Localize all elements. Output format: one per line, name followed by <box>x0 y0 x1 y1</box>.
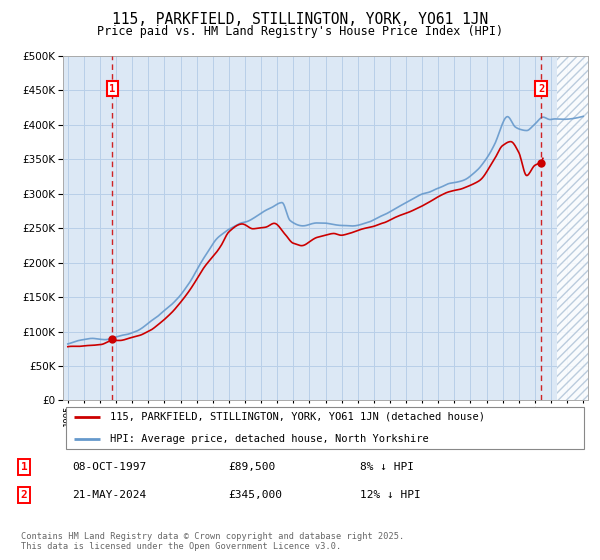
Text: 2: 2 <box>20 490 28 500</box>
Text: 115, PARKFIELD, STILLINGTON, YORK, YO61 1JN: 115, PARKFIELD, STILLINGTON, YORK, YO61 … <box>112 12 488 27</box>
Text: Contains HM Land Registry data © Crown copyright and database right 2025.
This d: Contains HM Land Registry data © Crown c… <box>21 532 404 552</box>
Text: 1: 1 <box>109 83 116 94</box>
Text: 21-MAY-2024: 21-MAY-2024 <box>72 490 146 500</box>
Text: £89,500: £89,500 <box>228 462 275 472</box>
Bar <box>557 56 588 400</box>
Text: 8% ↓ HPI: 8% ↓ HPI <box>360 462 414 472</box>
Text: Price paid vs. HM Land Registry's House Price Index (HPI): Price paid vs. HM Land Registry's House … <box>97 25 503 38</box>
Text: HPI: Average price, detached house, North Yorkshire: HPI: Average price, detached house, Nort… <box>110 434 429 444</box>
Text: £345,000: £345,000 <box>228 490 282 500</box>
Text: 12% ↓ HPI: 12% ↓ HPI <box>360 490 421 500</box>
FancyBboxPatch shape <box>65 407 584 449</box>
Text: 1: 1 <box>20 462 28 472</box>
Text: 115, PARKFIELD, STILLINGTON, YORK, YO61 1JN (detached house): 115, PARKFIELD, STILLINGTON, YORK, YO61 … <box>110 412 485 422</box>
Text: 08-OCT-1997: 08-OCT-1997 <box>72 462 146 472</box>
Text: 2: 2 <box>538 83 544 94</box>
